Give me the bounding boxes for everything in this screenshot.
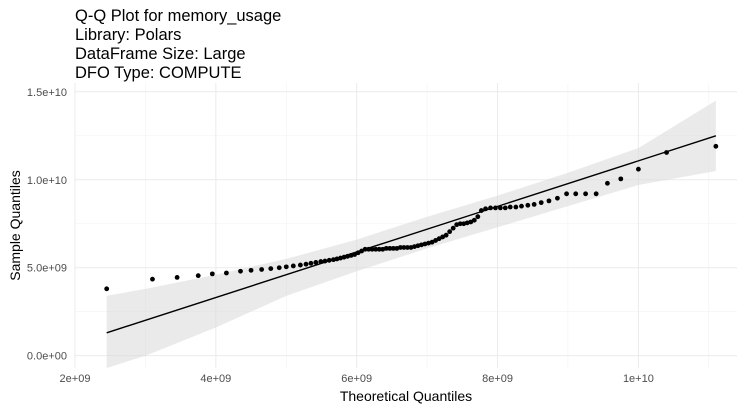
sample-point	[290, 263, 296, 269]
title-line-3: DataFrame Size: Large	[75, 45, 246, 63]
y-axis-title: Sample Quantiles	[7, 170, 23, 281]
sample-point	[471, 217, 477, 223]
sample-point	[502, 205, 508, 211]
sample-point	[104, 286, 110, 292]
sample-point	[636, 166, 641, 172]
sample-point	[276, 265, 282, 271]
x-tick-label: 1e+10	[623, 373, 654, 385]
sample-point	[618, 176, 624, 182]
sample-point	[531, 201, 537, 207]
sample-point	[248, 267, 254, 273]
x-tick-label: 2e+09	[60, 373, 91, 385]
sample-point	[593, 191, 599, 197]
sample-point	[664, 150, 669, 155]
chart-title: Q-Q Plot for memory_usage Library: Polar…	[75, 7, 281, 83]
sample-point	[573, 191, 579, 197]
sample-point	[443, 232, 449, 238]
y-tick-label: 5.0e+09	[27, 263, 67, 275]
sample-point	[450, 225, 456, 231]
sample-point	[397, 245, 403, 250]
sample-point	[297, 262, 303, 268]
sample-point	[376, 246, 382, 252]
sample-point	[322, 258, 328, 264]
x-tick-label: 4e+09	[200, 373, 231, 385]
sample-point	[478, 208, 484, 213]
sample-point	[488, 205, 493, 211]
sample-point	[362, 246, 368, 252]
sample-point	[224, 270, 229, 276]
major-gridlines	[74, 83, 737, 368]
x-axis-title: Theoretical Quantiles	[340, 388, 472, 404]
sample-point	[383, 245, 389, 251]
sample-point	[405, 245, 410, 250]
sample-point	[283, 264, 289, 270]
x-tick-label: 8e+09	[482, 373, 513, 385]
sample-point	[259, 267, 265, 272]
sample-point	[497, 205, 503, 211]
sample-point	[483, 206, 488, 212]
y-tick-label: 0.0e+00	[27, 351, 67, 363]
sample-point	[475, 214, 481, 220]
sample-point	[513, 204, 519, 210]
sample-point	[366, 246, 372, 252]
sample-point	[583, 191, 588, 197]
reference-line	[106, 135, 717, 334]
sample-point	[519, 203, 524, 209]
sample-point	[507, 204, 513, 210]
title-line-4: DFO Type: COMPUTE	[75, 64, 242, 82]
sample-point	[564, 191, 569, 197]
sample-point	[605, 180, 610, 186]
sample-point	[387, 245, 393, 251]
y-tick-label: 1.5e+10	[27, 87, 67, 99]
sample-point	[303, 261, 309, 267]
sample-point	[195, 273, 201, 279]
sample-point	[447, 229, 453, 235]
sample-point	[390, 245, 396, 251]
sample-point	[525, 202, 531, 208]
sample-point	[493, 205, 498, 211]
y-axis-ticks: 0.0e+00 5.0e+09 1.0e+10 1.5e+10	[27, 87, 67, 363]
sample-points	[104, 143, 719, 292]
sample-point	[174, 275, 180, 280]
sample-point	[373, 246, 379, 252]
sample-point	[713, 143, 719, 149]
sample-point	[318, 259, 324, 264]
sample-point	[326, 257, 332, 263]
sample-point	[369, 246, 375, 252]
sample-point	[268, 266, 274, 271]
sample-point	[546, 198, 552, 204]
sample-point	[238, 268, 243, 274]
sample-point	[555, 195, 560, 201]
x-axis-ticks: 2e+09 4e+09 6e+09 8e+09 1e+10	[60, 373, 654, 385]
sample-point	[150, 276, 155, 282]
title-line-1: Q-Q Plot for memory_usage	[75, 7, 282, 25]
x-tick-label: 6e+09	[341, 373, 372, 385]
sample-point	[209, 271, 215, 277]
sample-point	[313, 260, 319, 265]
sample-point	[401, 245, 407, 250]
y-tick-label: 1.0e+10	[27, 175, 67, 187]
sample-point	[308, 260, 314, 266]
sample-point	[457, 221, 463, 227]
title-line-2: Library: Polars	[75, 26, 182, 44]
sample-point	[538, 200, 544, 206]
